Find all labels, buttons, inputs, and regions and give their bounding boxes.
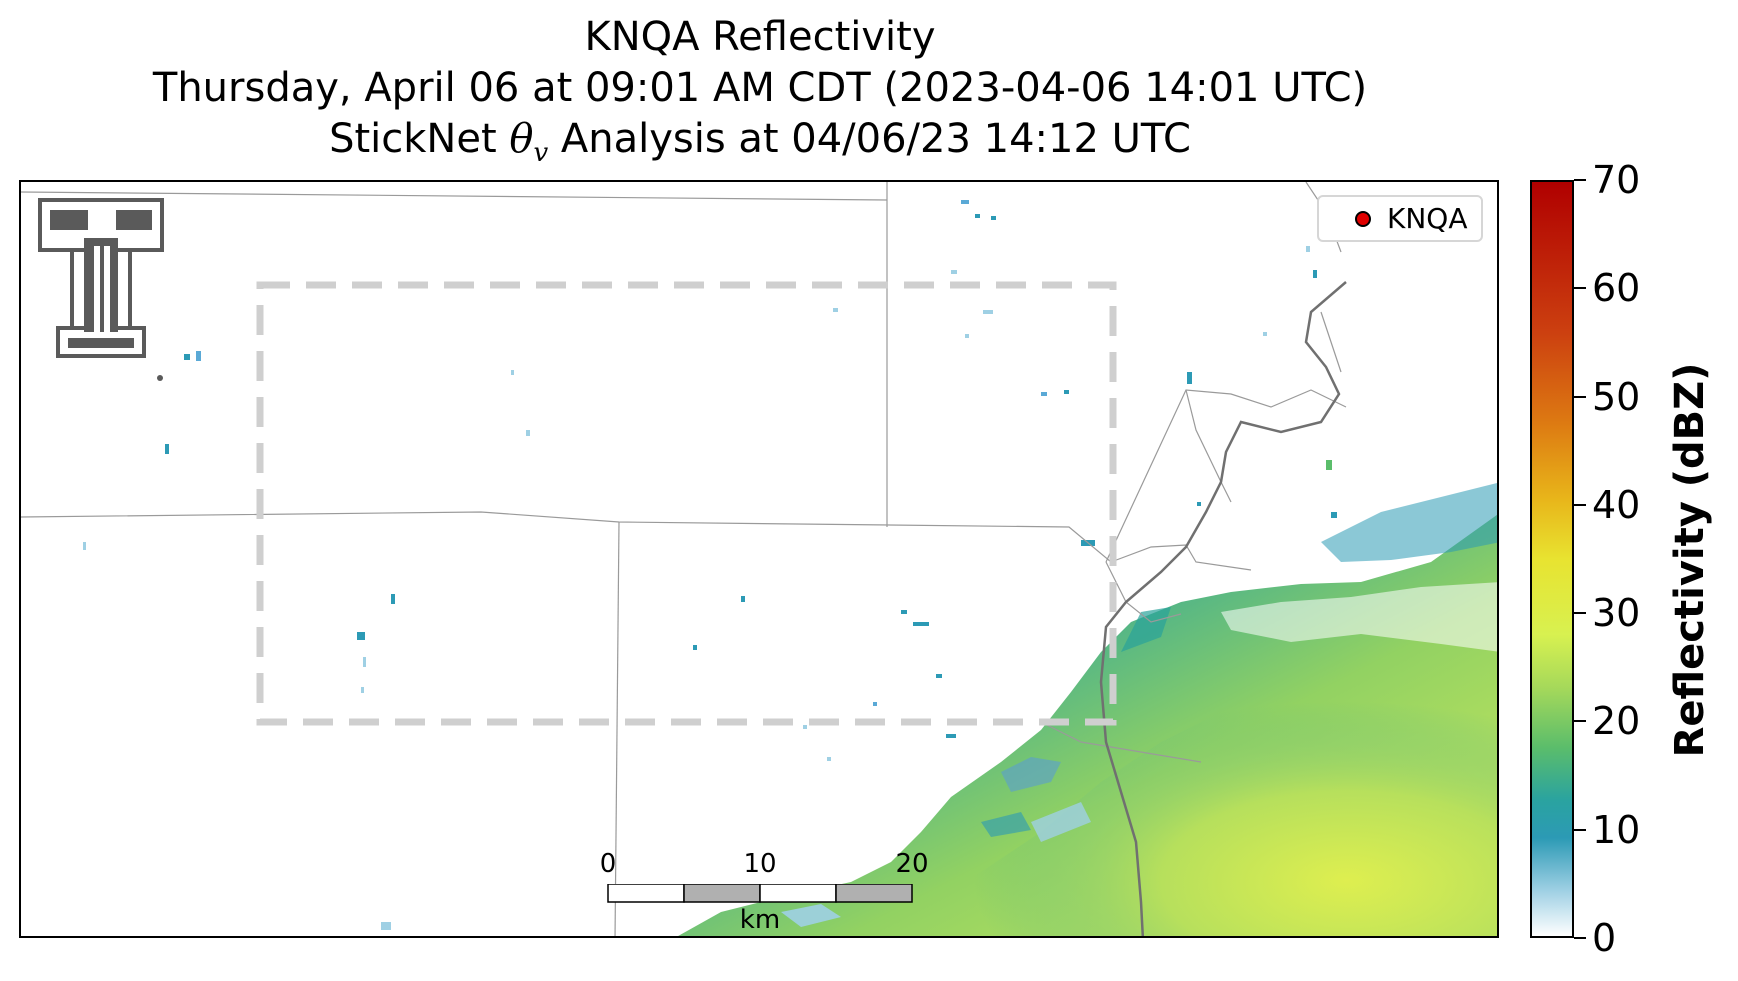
colorbar-tick-50 <box>1574 395 1586 398</box>
colorbar-tick-label-20: 20 <box>1592 699 1641 744</box>
colorbar-tick-label-60: 60 <box>1592 266 1641 311</box>
colorbar-tick-label-10: 10 <box>1592 807 1641 852</box>
colorbar-tick-label-40: 40 <box>1592 482 1641 527</box>
colorbar-tick-70 <box>1574 179 1586 181</box>
colorbar-tick-label-70: 70 <box>1592 158 1641 202</box>
colorbar-tick-40 <box>1574 503 1586 506</box>
scale-unit: km <box>739 905 781 935</box>
figure-title: KNQA Reflectivity Thursday, April 06 at … <box>0 12 1520 179</box>
radar-echo-area <box>83 200 1497 936</box>
title-analysis: StickNet θv Analysis at 04/06/23 14:12 U… <box>329 116 1191 168</box>
scale-tick-20: 20 <box>895 849 929 879</box>
legend-label: KNQA <box>1387 202 1468 235</box>
colorbar-tick-0 <box>1574 937 1586 939</box>
border-line <box>1099 281 1347 936</box>
colorbar-tick-10 <box>1574 828 1586 831</box>
scale-tick-10: 10 <box>743 849 777 879</box>
colorbar-tick-label-50: 50 <box>1592 374 1641 419</box>
colorbar-tick-label-0: 0 <box>1592 916 1617 960</box>
knqa-radar-marker <box>1355 211 1371 227</box>
reflectivity-colorbar <box>1530 180 1574 938</box>
texas-tech-double-t-logo <box>38 198 164 381</box>
county-boundaries <box>21 182 1347 936</box>
analysis-domain-box <box>256 281 1117 726</box>
radar-map[interactable] <box>19 180 1499 938</box>
colorbar-tick-30 <box>1574 612 1586 615</box>
map-legend: KNQA <box>1317 195 1483 242</box>
colorbar-tick-label-30: 30 <box>1592 591 1641 636</box>
colorbar-title: Reflectivity (dBZ) <box>1667 362 1713 758</box>
colorbar-tick-20 <box>1574 720 1586 723</box>
title-radar-name: KNQA Reflectivity <box>584 14 936 60</box>
title-timestamp: Thursday, April 06 at 09:01 AM CDT (2023… <box>152 65 1368 111</box>
scale-tick-0: 0 <box>599 849 617 879</box>
colorbar-tick-60 <box>1574 287 1586 290</box>
